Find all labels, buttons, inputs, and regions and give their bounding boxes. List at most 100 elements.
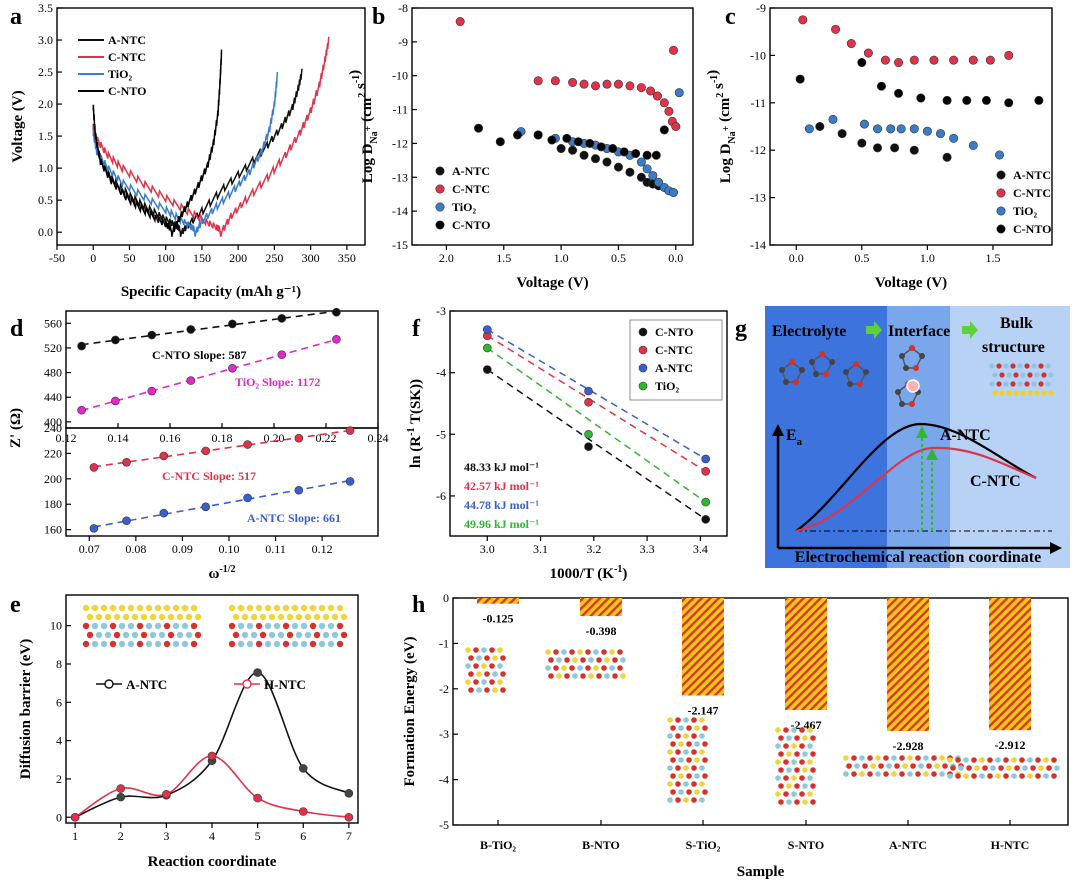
atom bbox=[667, 797, 673, 803]
atom bbox=[588, 657, 594, 663]
x-tick-label: 0.18 bbox=[212, 431, 233, 445]
data-point bbox=[147, 386, 157, 396]
x-tick-label: 300 bbox=[302, 251, 320, 265]
atom bbox=[1011, 757, 1017, 763]
atom bbox=[1035, 773, 1041, 779]
data-point bbox=[243, 493, 252, 503]
atom bbox=[246, 604, 254, 612]
x-tick-label: 3.2 bbox=[586, 542, 601, 556]
label-part: ln (R bbox=[408, 436, 424, 468]
y-tick-label: 1.0 bbox=[38, 161, 53, 175]
y-tick-label: -4 bbox=[439, 773, 449, 787]
atom bbox=[702, 725, 708, 731]
data-point bbox=[474, 123, 484, 133]
data-point bbox=[949, 55, 959, 65]
atom bbox=[564, 673, 570, 679]
atom bbox=[91, 622, 99, 630]
data-point bbox=[89, 463, 99, 472]
atom bbox=[492, 655, 498, 661]
legend-label: C-NTC bbox=[655, 343, 693, 357]
data-point bbox=[122, 458, 131, 467]
atom bbox=[145, 622, 153, 630]
atom bbox=[246, 640, 254, 648]
data-point bbox=[1004, 98, 1014, 108]
atom bbox=[585, 649, 591, 655]
panel-letter-e: e bbox=[10, 592, 21, 618]
data-point bbox=[613, 162, 623, 172]
x-axis-arrow bbox=[1050, 542, 1062, 554]
atom bbox=[786, 767, 792, 773]
atom bbox=[601, 649, 607, 655]
atom bbox=[1003, 773, 1009, 779]
label-part: 2 bbox=[357, 93, 368, 98]
atom bbox=[813, 371, 819, 377]
atom bbox=[999, 390, 1005, 396]
atom bbox=[282, 622, 290, 630]
plot-frame bbox=[452, 597, 1069, 826]
atom bbox=[268, 631, 276, 639]
atom bbox=[465, 663, 471, 669]
x-tick-label: 0.16 bbox=[160, 431, 181, 445]
atom bbox=[694, 741, 700, 747]
atom bbox=[286, 613, 294, 621]
atom bbox=[309, 604, 317, 612]
atom bbox=[786, 751, 792, 757]
atom bbox=[998, 765, 1004, 771]
atom bbox=[783, 775, 789, 781]
x-tick-label: 0.24 bbox=[368, 431, 389, 445]
atom bbox=[481, 663, 487, 669]
atom bbox=[561, 665, 567, 671]
data-point bbox=[659, 98, 669, 108]
data-point bbox=[968, 55, 978, 65]
x-tick-label: 0.5 bbox=[854, 251, 869, 265]
atom bbox=[163, 604, 171, 612]
y-tick-label: 0.0 bbox=[38, 225, 53, 239]
atom bbox=[259, 613, 267, 621]
atom bbox=[113, 631, 121, 639]
atom bbox=[1043, 757, 1049, 763]
atom bbox=[683, 717, 689, 723]
structure-image bbox=[843, 755, 964, 777]
atom bbox=[992, 372, 998, 378]
atom bbox=[136, 640, 144, 648]
atom bbox=[859, 755, 865, 761]
atom bbox=[255, 604, 263, 612]
atom bbox=[1024, 381, 1030, 387]
atom bbox=[971, 773, 977, 779]
atom bbox=[691, 797, 697, 803]
y-tick-label: -15 bbox=[392, 238, 408, 252]
atom bbox=[228, 640, 236, 648]
legend-label: C-NTC bbox=[452, 182, 490, 196]
legend-label: C-NTO bbox=[452, 218, 490, 232]
atom bbox=[979, 773, 985, 779]
legend-marker bbox=[638, 381, 648, 391]
bar bbox=[887, 598, 929, 731]
atom bbox=[819, 351, 825, 357]
atom bbox=[127, 604, 135, 612]
label-part: E bbox=[786, 427, 797, 444]
atom bbox=[867, 755, 873, 761]
atom bbox=[802, 799, 808, 805]
atom bbox=[810, 767, 816, 773]
atom bbox=[172, 604, 180, 612]
data-point bbox=[949, 133, 959, 143]
curve-charge bbox=[193, 72, 279, 237]
x-tick-label: 1.0 bbox=[554, 251, 569, 265]
x-tick-label: -50 bbox=[49, 251, 65, 265]
label-part: ) bbox=[705, 70, 721, 75]
x-tick-label: 0.09 bbox=[172, 542, 193, 556]
atom bbox=[194, 613, 202, 621]
atom bbox=[891, 755, 897, 761]
curve-discharge bbox=[92, 104, 173, 233]
atom bbox=[691, 749, 697, 755]
data-point bbox=[584, 442, 593, 451]
atom bbox=[237, 640, 245, 648]
x-tick-label: S-TiO₂ bbox=[686, 838, 721, 852]
atom bbox=[807, 775, 813, 781]
y-tick-label: -10 bbox=[750, 48, 766, 62]
data-point bbox=[642, 150, 652, 160]
atom bbox=[675, 781, 681, 787]
atom bbox=[304, 613, 312, 621]
legend-marker bbox=[996, 206, 1006, 216]
y-tick-label: -8 bbox=[398, 1, 408, 15]
